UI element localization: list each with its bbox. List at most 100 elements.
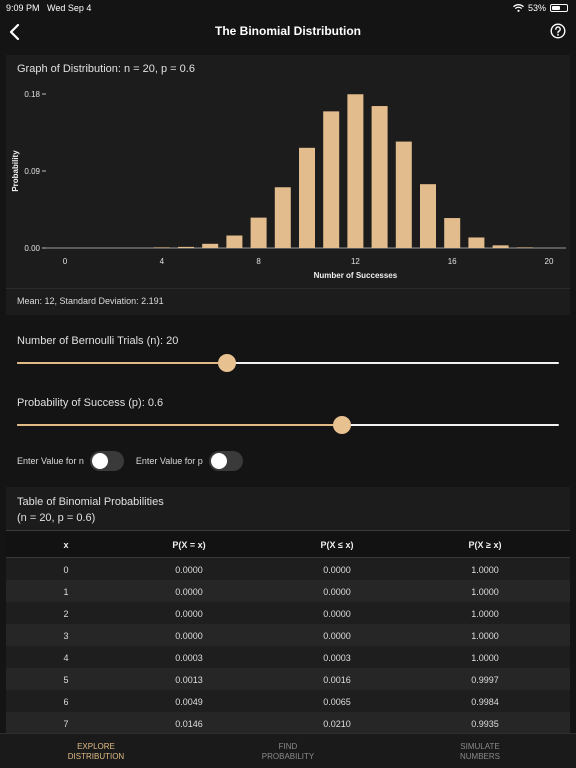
header-x: x [63,540,69,550]
cell-p-ge: 1.0000 [471,565,499,575]
tab-bar: EXPLORE DISTRIBUTION FIND PROBABILITY SI… [0,733,576,768]
enter-n-label: Enter Value for n [17,456,84,466]
bar-x-11 [323,111,340,249]
x-tick-label: 16 [448,257,457,266]
cell-p-equal: 0.0000 [175,587,203,597]
status-bar: 9:09 PM Wed Sep 4 53% [0,0,576,16]
cell-p-equal: 0.0000 [175,631,203,641]
x-tick-label: 20 [545,257,554,266]
table-title: Table of Binomial Probabilities (n = 20,… [17,494,164,526]
n-slider[interactable] [17,351,559,375]
table-row: 0 0.0000 0.0000 1.0000 [6,558,570,580]
x-axis-label: Number of Successes [314,271,398,280]
cell-x: 2 [63,609,69,619]
bar-x-16 [444,218,461,248]
cell-x: 4 [63,653,69,663]
tab-label-line2: PROBABILITY [261,752,315,761]
enter-n-toggle[interactable] [89,451,124,471]
toggle-row: Enter Value for n Enter Value for p [17,451,255,471]
cell-x: 0 [63,565,69,575]
slider-track [17,362,559,364]
slider-track-fill [17,362,228,364]
x-tick-label: 4 [160,257,165,266]
n-slider-label: Number of Bernoulli Trials (n): 20 [17,335,179,347]
table-row: 3 0.0000 0.0000 1.0000 [6,624,570,646]
header-p-equal: P(X = x) [172,540,206,550]
x-tick-label: 8 [256,257,261,266]
enter-p-toggle[interactable] [208,451,243,471]
cell-x: 7 [63,719,69,729]
tab-label-line2: NUMBERS [459,752,500,761]
cell-p-equal: 0.0146 [175,719,203,729]
chevron-left-icon[interactable] [8,23,24,41]
x-tick-label: 12 [351,257,360,266]
page-title: The Binomial Distribution [215,24,361,38]
bar-x-10 [299,147,315,248]
bar-x-7 [226,235,243,248]
graph-title: Graph of Distribution: n = 20, p = 0.6 [17,63,195,75]
p-slider[interactable] [17,413,559,437]
bar-x-19 [516,247,533,248]
table-title-line1: Table of Binomial Probabilities [17,496,164,508]
slider-thumb[interactable] [333,416,352,434]
bar-x-5 [178,246,194,248]
bar-x-13 [371,106,388,249]
status-right: 53% [513,3,568,13]
nav-bar: The Binomial Distribution [0,16,576,50]
header-p-ge: P(X ≥ x) [468,540,502,550]
cell-p-le: 0.0003 [323,653,351,663]
slider-track-fill [17,424,343,426]
probability-table-card: Table of Binomial Probabilities (n = 20,… [6,487,570,733]
bar-x-12 [347,94,364,248]
y-axis-label: Probability [11,150,20,192]
tab-label-line1: SIMULATE [460,742,500,751]
cell-x: 1 [63,587,69,597]
header-p-le: P(X ≤ x) [320,540,354,550]
y-tick-label: 0.00 [24,244,40,253]
cell-p-ge: 1.0000 [471,631,499,641]
cell-p-le: 0.0210 [323,719,351,729]
bar-x-8 [250,217,267,248]
cell-p-ge: 1.0000 [471,653,499,663]
binomial-bar-chart: 0.00 0.09 0.18 0 4 8 12 16 20 Number of Successes… [11,90,566,280]
toggle-knob [210,453,227,469]
battery-percent: 53% [527,3,546,13]
tab-label-line1: FIND [278,742,298,751]
cell-p-ge: 1.0000 [471,587,499,597]
cell-p-equal: 0.0000 [175,609,203,619]
cell-x: 3 [63,631,69,641]
bar-x-18 [492,245,509,248]
bar-x-14 [395,141,412,248]
table-row: 7 0.0146 0.0210 0.9935 [6,712,570,733]
cell-p-equal: 0.0003 [175,653,203,663]
p-slider-label: Probability of Success (p): 0.6 [17,397,164,409]
battery-icon [550,4,568,12]
toggle-knob [91,453,108,469]
cell-p-le: 0.0000 [323,587,351,597]
cell-p-equal: 0.0013 [175,675,203,685]
cell-p-ge: 0.9935 [471,719,499,729]
table-title-line2: (n = 20, p = 0.6) [17,512,96,524]
tab-simulate-numbers[interactable]: SIMULATE NUMBERS [384,742,576,762]
cell-p-equal: 0.0049 [175,697,203,707]
table-row: 5 0.0013 0.0016 0.9997 [6,668,570,690]
question-circle-icon[interactable] [550,23,566,39]
bar-x-4 [153,247,170,248]
bar-x-6 [202,243,219,248]
cell-p-le: 0.0016 [323,675,351,685]
status-time: 9:09 PM Wed Sep 4 [6,3,92,13]
tab-explore-distribution[interactable]: EXPLORE DISTRIBUTION [0,742,192,762]
cell-x: 5 [63,675,69,685]
tab-label-line2: DISTRIBUTION [67,752,125,761]
bar-x-17 [468,237,485,248]
bar-x-9 [274,187,291,248]
tab-find-probability[interactable]: FIND PROBABILITY [192,742,384,762]
cell-p-ge: 0.9984 [471,697,499,707]
table-row: 2 0.0000 0.0000 1.0000 [6,602,570,624]
cell-x: 6 [63,697,69,707]
x-tick-label: 0 [63,257,68,266]
tab-label-line1: EXPLORE [77,742,115,751]
divider [6,288,570,289]
cell-p-le: 0.0065 [323,697,351,707]
slider-thumb[interactable] [218,354,237,372]
